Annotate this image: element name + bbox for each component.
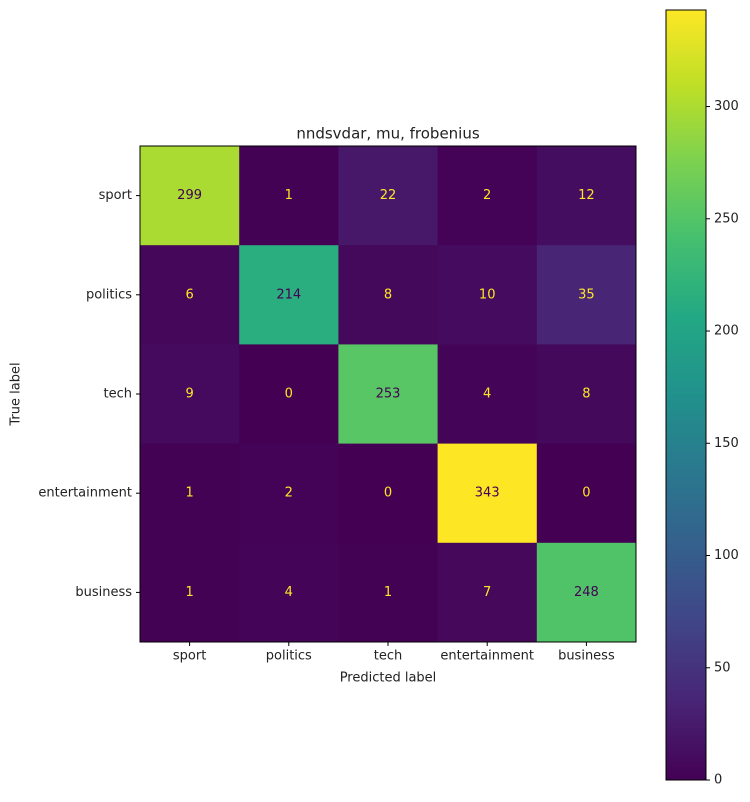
- heatmap-cell: [239, 443, 339, 544]
- cell-label: 1: [185, 486, 193, 501]
- cell-label: 7: [483, 585, 491, 600]
- x-tick-label: entertainment: [440, 649, 534, 664]
- cell-label: 10: [479, 287, 496, 302]
- heatmap-cell: [338, 146, 439, 246]
- x-tick-label: business: [558, 649, 615, 664]
- cell-label: 2: [483, 188, 491, 203]
- x-tick-label: sport: [173, 649, 206, 664]
- heatmap-cell: [437, 443, 538, 544]
- colorbar-tick-label: 50: [714, 660, 731, 675]
- heatmap-cell: [437, 344, 538, 445]
- y-tick-label: entertainment: [38, 486, 132, 501]
- cell-label: 4: [285, 585, 293, 600]
- cell-label: 0: [384, 486, 392, 501]
- heatmap-cell: [140, 443, 240, 544]
- chart-title: nndsvdar, mu, frobenius: [296, 125, 480, 143]
- cell-label: 1: [285, 188, 293, 203]
- colorbar-tick-label: 300: [714, 99, 739, 114]
- y-tick-label: sport: [99, 188, 132, 203]
- colorbar-tick-label: 100: [714, 548, 739, 563]
- heatmap-cell: [437, 245, 538, 345]
- heatmap-cell: [338, 542, 439, 643]
- heatmap-cell: [140, 245, 240, 345]
- heatmap-cell: [338, 344, 439, 445]
- heatmap-cell: [140, 542, 240, 643]
- colorbar-tick-label: 250: [714, 211, 739, 226]
- y-tick-label: tech: [104, 387, 132, 402]
- cell-label: 22: [380, 188, 397, 203]
- heatmap-cell: [536, 542, 637, 643]
- cell-label: 1: [384, 585, 392, 600]
- cell-label: 6: [185, 287, 193, 302]
- colorbar-tick-label: 150: [714, 436, 739, 451]
- cell-label: 8: [384, 287, 392, 302]
- cell-label: 1: [185, 585, 193, 600]
- y-tick-label: business: [75, 585, 132, 600]
- y-tick-label: politics: [86, 287, 132, 302]
- cell-label: 12: [578, 188, 595, 203]
- cell-label: 343: [475, 486, 500, 501]
- heatmap-cell: [536, 344, 637, 445]
- cell-label: 0: [285, 387, 293, 402]
- heatmap-cell: [437, 542, 538, 643]
- heatmap-cell: [239, 344, 339, 445]
- x-axis-label: Predicted label: [340, 671, 437, 686]
- heatmap-cell: [140, 344, 240, 445]
- heatmap-cell: [536, 146, 637, 246]
- cell-label: 248: [574, 585, 599, 600]
- y-axis-label: True label: [9, 362, 24, 426]
- cell-label: 214: [276, 287, 301, 302]
- cell-label: 35: [578, 287, 595, 302]
- heatmap-cell: [536, 443, 637, 544]
- cell-label: 2: [285, 486, 293, 501]
- cell-label: 299: [177, 188, 202, 203]
- heatmap-cell: [239, 146, 339, 246]
- x-tick-label: politics: [266, 649, 312, 664]
- colorbar-tick-label: 0: [714, 773, 722, 788]
- colorbar-tick-label: 200: [714, 324, 739, 339]
- x-tick-label: tech: [374, 649, 402, 664]
- colorbar: [665, 9, 707, 781]
- heatmap-cell: [338, 245, 439, 345]
- heatmap-cell: [338, 443, 439, 544]
- cell-label: 8: [582, 387, 590, 402]
- cell-label: 253: [376, 387, 401, 402]
- cell-label: 4: [483, 387, 491, 402]
- heatmap-cell: [239, 542, 339, 643]
- cell-label: 9: [185, 387, 193, 402]
- cell-label: 0: [582, 486, 590, 501]
- heatmap-cell: [239, 245, 339, 345]
- heatmap-cell: [437, 146, 538, 246]
- heatmap-cell: [140, 146, 240, 246]
- heatmap-cell: [536, 245, 637, 345]
